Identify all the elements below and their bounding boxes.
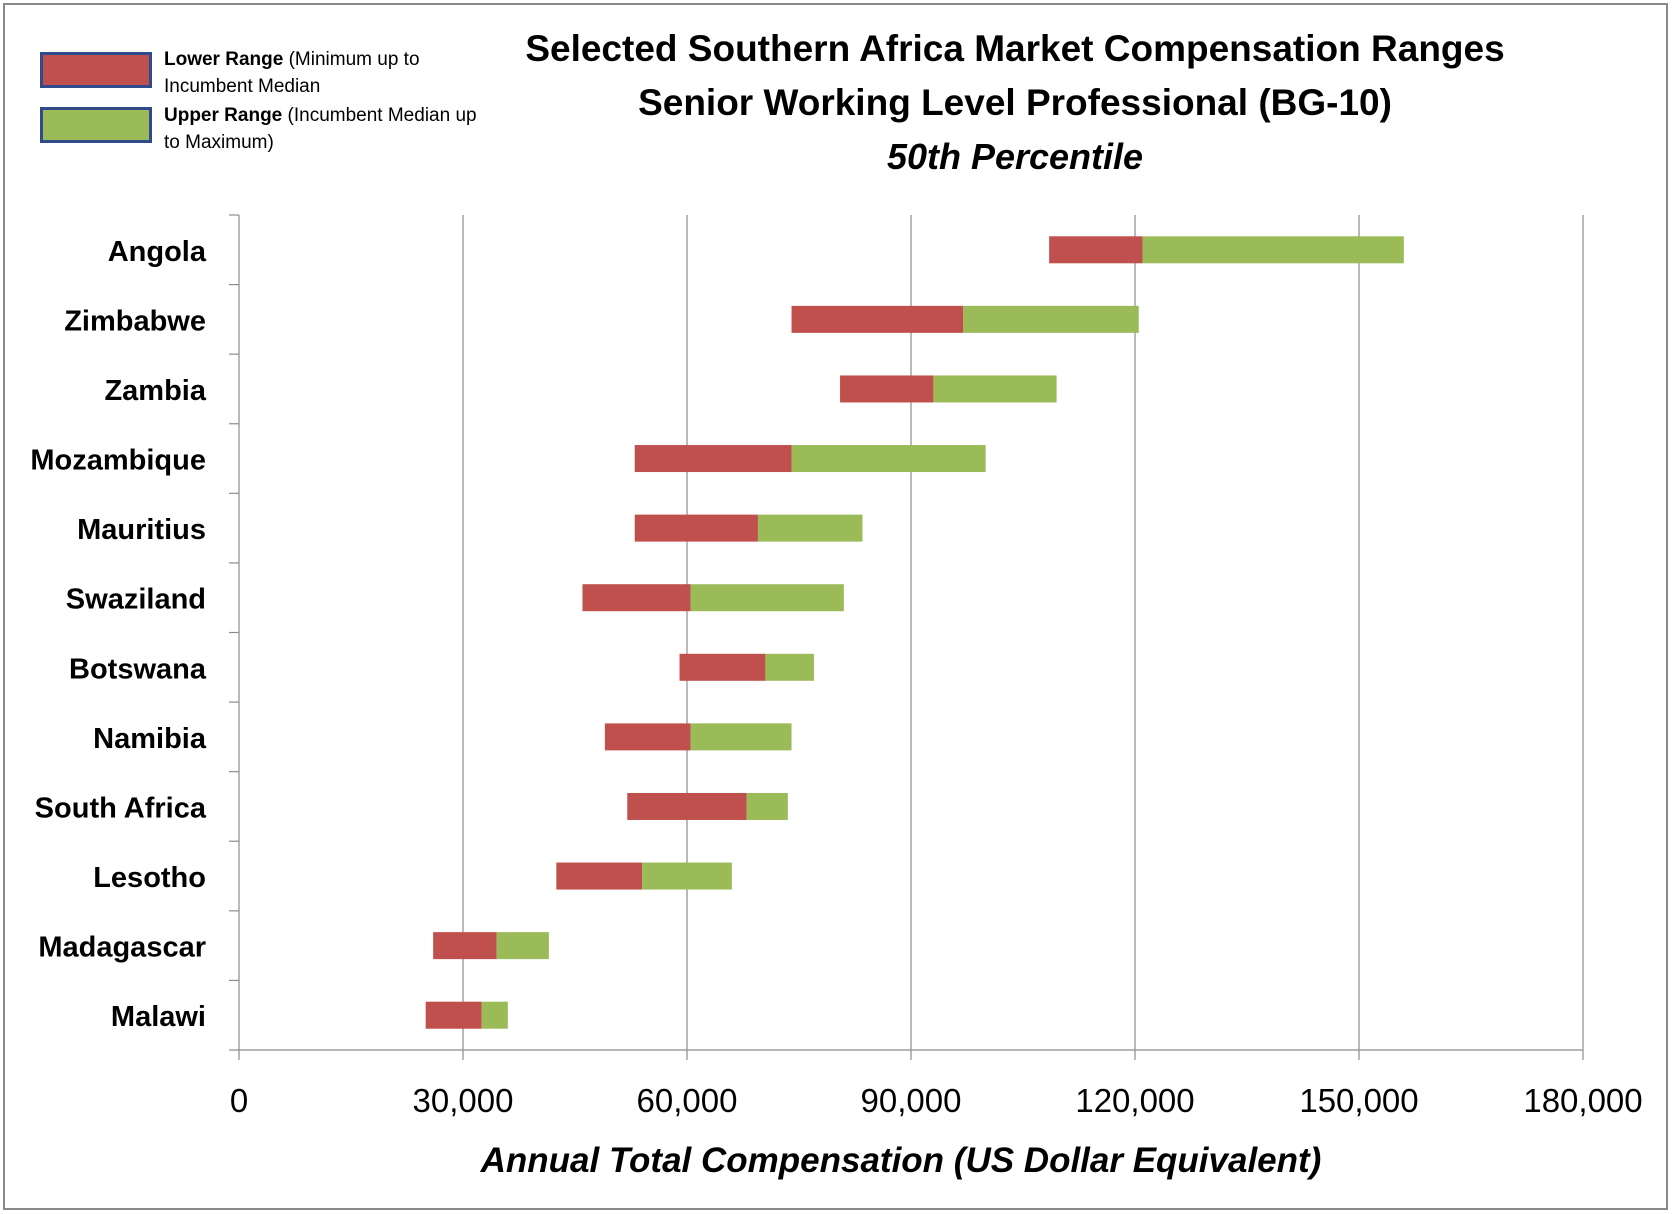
- category-label: Botswana: [69, 653, 207, 685]
- x-tick-label: 0: [230, 1082, 248, 1119]
- bar-lower-range: [1049, 236, 1143, 264]
- legend-swatch-upper-range: [40, 107, 152, 143]
- bar-upper-range: [933, 375, 1057, 403]
- legend-label-lower-bold: Lower Range: [164, 49, 284, 70]
- category-label: Namibia: [93, 723, 207, 755]
- category-label: Malawi: [111, 1001, 206, 1033]
- bar-lower-range: [556, 862, 643, 890]
- category-label: Angola: [108, 236, 207, 268]
- bar-upper-range: [496, 932, 549, 960]
- legend-swatch-lower-range: [40, 52, 152, 88]
- legend-label-upper-range: Upper Range (Incumbent Median up to Maxi…: [164, 102, 484, 156]
- bar-lower-range: [840, 375, 934, 403]
- x-tick-label: 30,000: [413, 1082, 514, 1119]
- bar-upper-range: [1142, 236, 1404, 264]
- chart-subtitle: Senior Working Level Professional (BG-10…: [638, 82, 1392, 123]
- chart-title: Selected Southern Africa Market Compensa…: [525, 28, 1505, 69]
- bar-upper-range: [746, 792, 788, 820]
- legend-label-upper-bold: Upper Range: [164, 105, 283, 126]
- bar-upper-range: [757, 514, 863, 542]
- bar-lower-range: [791, 305, 964, 333]
- legend-label-upper-rest: (Incumbent Median up to Maximum): [164, 105, 477, 153]
- category-label: South Africa: [35, 792, 207, 824]
- x-tick-label: 120,000: [1075, 1082, 1194, 1119]
- x-tick-label: 60,000: [637, 1082, 738, 1119]
- category-label: Mauritius: [77, 514, 206, 546]
- bar-lower-range: [425, 1001, 482, 1029]
- bar-lower-range: [433, 932, 497, 960]
- bar-lower-range: [604, 723, 691, 751]
- bar-lower-range: [634, 514, 758, 542]
- category-label: Lesotho: [93, 862, 206, 894]
- x-tick-label: 150,000: [1299, 1082, 1418, 1119]
- bar-lower-range: [634, 445, 792, 473]
- bar-lower-range: [627, 792, 747, 820]
- x-tick-label: 90,000: [861, 1082, 962, 1119]
- category-label: Mozambique: [30, 445, 206, 477]
- bar-upper-range: [481, 1001, 508, 1029]
- bar-lower-range: [582, 584, 691, 612]
- bar-upper-range: [963, 305, 1139, 333]
- category-label: Swaziland: [66, 584, 206, 616]
- bar-upper-range: [791, 445, 986, 473]
- legend-label-lower-range: Lower Range (Minimum up to Incumbent Med…: [164, 46, 484, 100]
- bar-upper-range: [690, 584, 844, 612]
- legend-label-lower-rest: (Minimum up to Incumbent Median: [164, 49, 420, 97]
- x-axis-title: Annual Total Compensation (US Dollar Equ…: [480, 1141, 1322, 1180]
- bar-lower-range: [679, 653, 766, 681]
- x-tick-label: 180,000: [1523, 1082, 1642, 1119]
- bar-upper-range: [765, 653, 814, 681]
- chart-subtitle-percentile: 50th Percentile: [886, 136, 1144, 177]
- category-label: Zimbabwe: [64, 305, 206, 337]
- category-label: Zambia: [104, 375, 206, 407]
- category-label: Madagascar: [38, 932, 206, 964]
- bar-upper-range: [642, 862, 732, 890]
- bar-upper-range: [690, 723, 792, 751]
